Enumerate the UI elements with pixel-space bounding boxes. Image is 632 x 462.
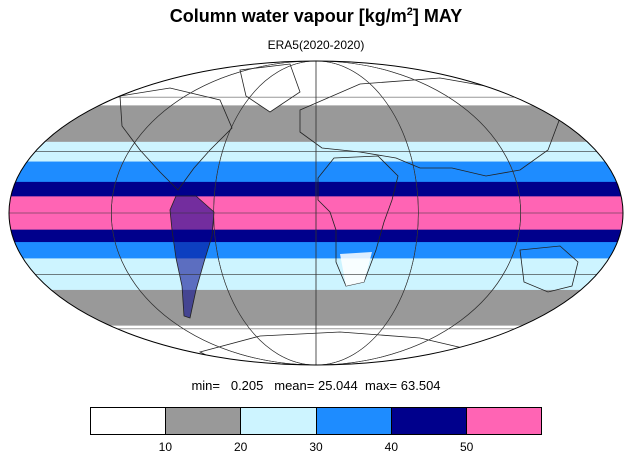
colorbar-tick-label: 40 [384, 440, 398, 454]
colorbar-swatch [166, 408, 242, 434]
mean-value: 25.044 [317, 378, 358, 393]
globe-outline [8, 60, 624, 366]
australia-coast [519, 245, 579, 293]
africa-south-land [340, 252, 372, 286]
max-label: max= [364, 378, 398, 393]
meridian-line [111, 61, 521, 365]
colorbar-swatch [241, 408, 317, 434]
colorbar-swatch [466, 408, 542, 434]
land-overlay [119, 63, 579, 365]
eurasia-coast [299, 77, 561, 177]
mean-label: mean= [274, 378, 315, 393]
colorbar-tick-label: 50 [459, 440, 474, 454]
graticule [9, 61, 623, 365]
colorbar [90, 407, 542, 435]
stats-line: min= 0.205 mean= 25.044 max= 63.504 [0, 378, 632, 393]
min-label: min= [191, 378, 220, 393]
chart-subtitle: ERA5(2020-2020) [267, 38, 365, 52]
colorbar-tick-label: 20 [233, 440, 248, 454]
colorbar-swatch [391, 408, 467, 434]
colorbar-tick-label: 30 [309, 440, 323, 454]
greenland-coast [239, 63, 301, 113]
colorbar-swatch [91, 408, 167, 434]
colorbar-swatch [316, 408, 392, 434]
south-america-coast [169, 195, 215, 319]
colorbar-tick-label: 10 [158, 440, 172, 454]
south-america-region [170, 196, 214, 318]
meridian-line [213, 61, 419, 365]
max-value: 63.504 [400, 378, 441, 393]
north-america-coast [119, 87, 233, 191]
chart-title: Column water vapour [kg/m2] MAY [169, 6, 463, 26]
min-value: 0.205 [230, 378, 264, 393]
